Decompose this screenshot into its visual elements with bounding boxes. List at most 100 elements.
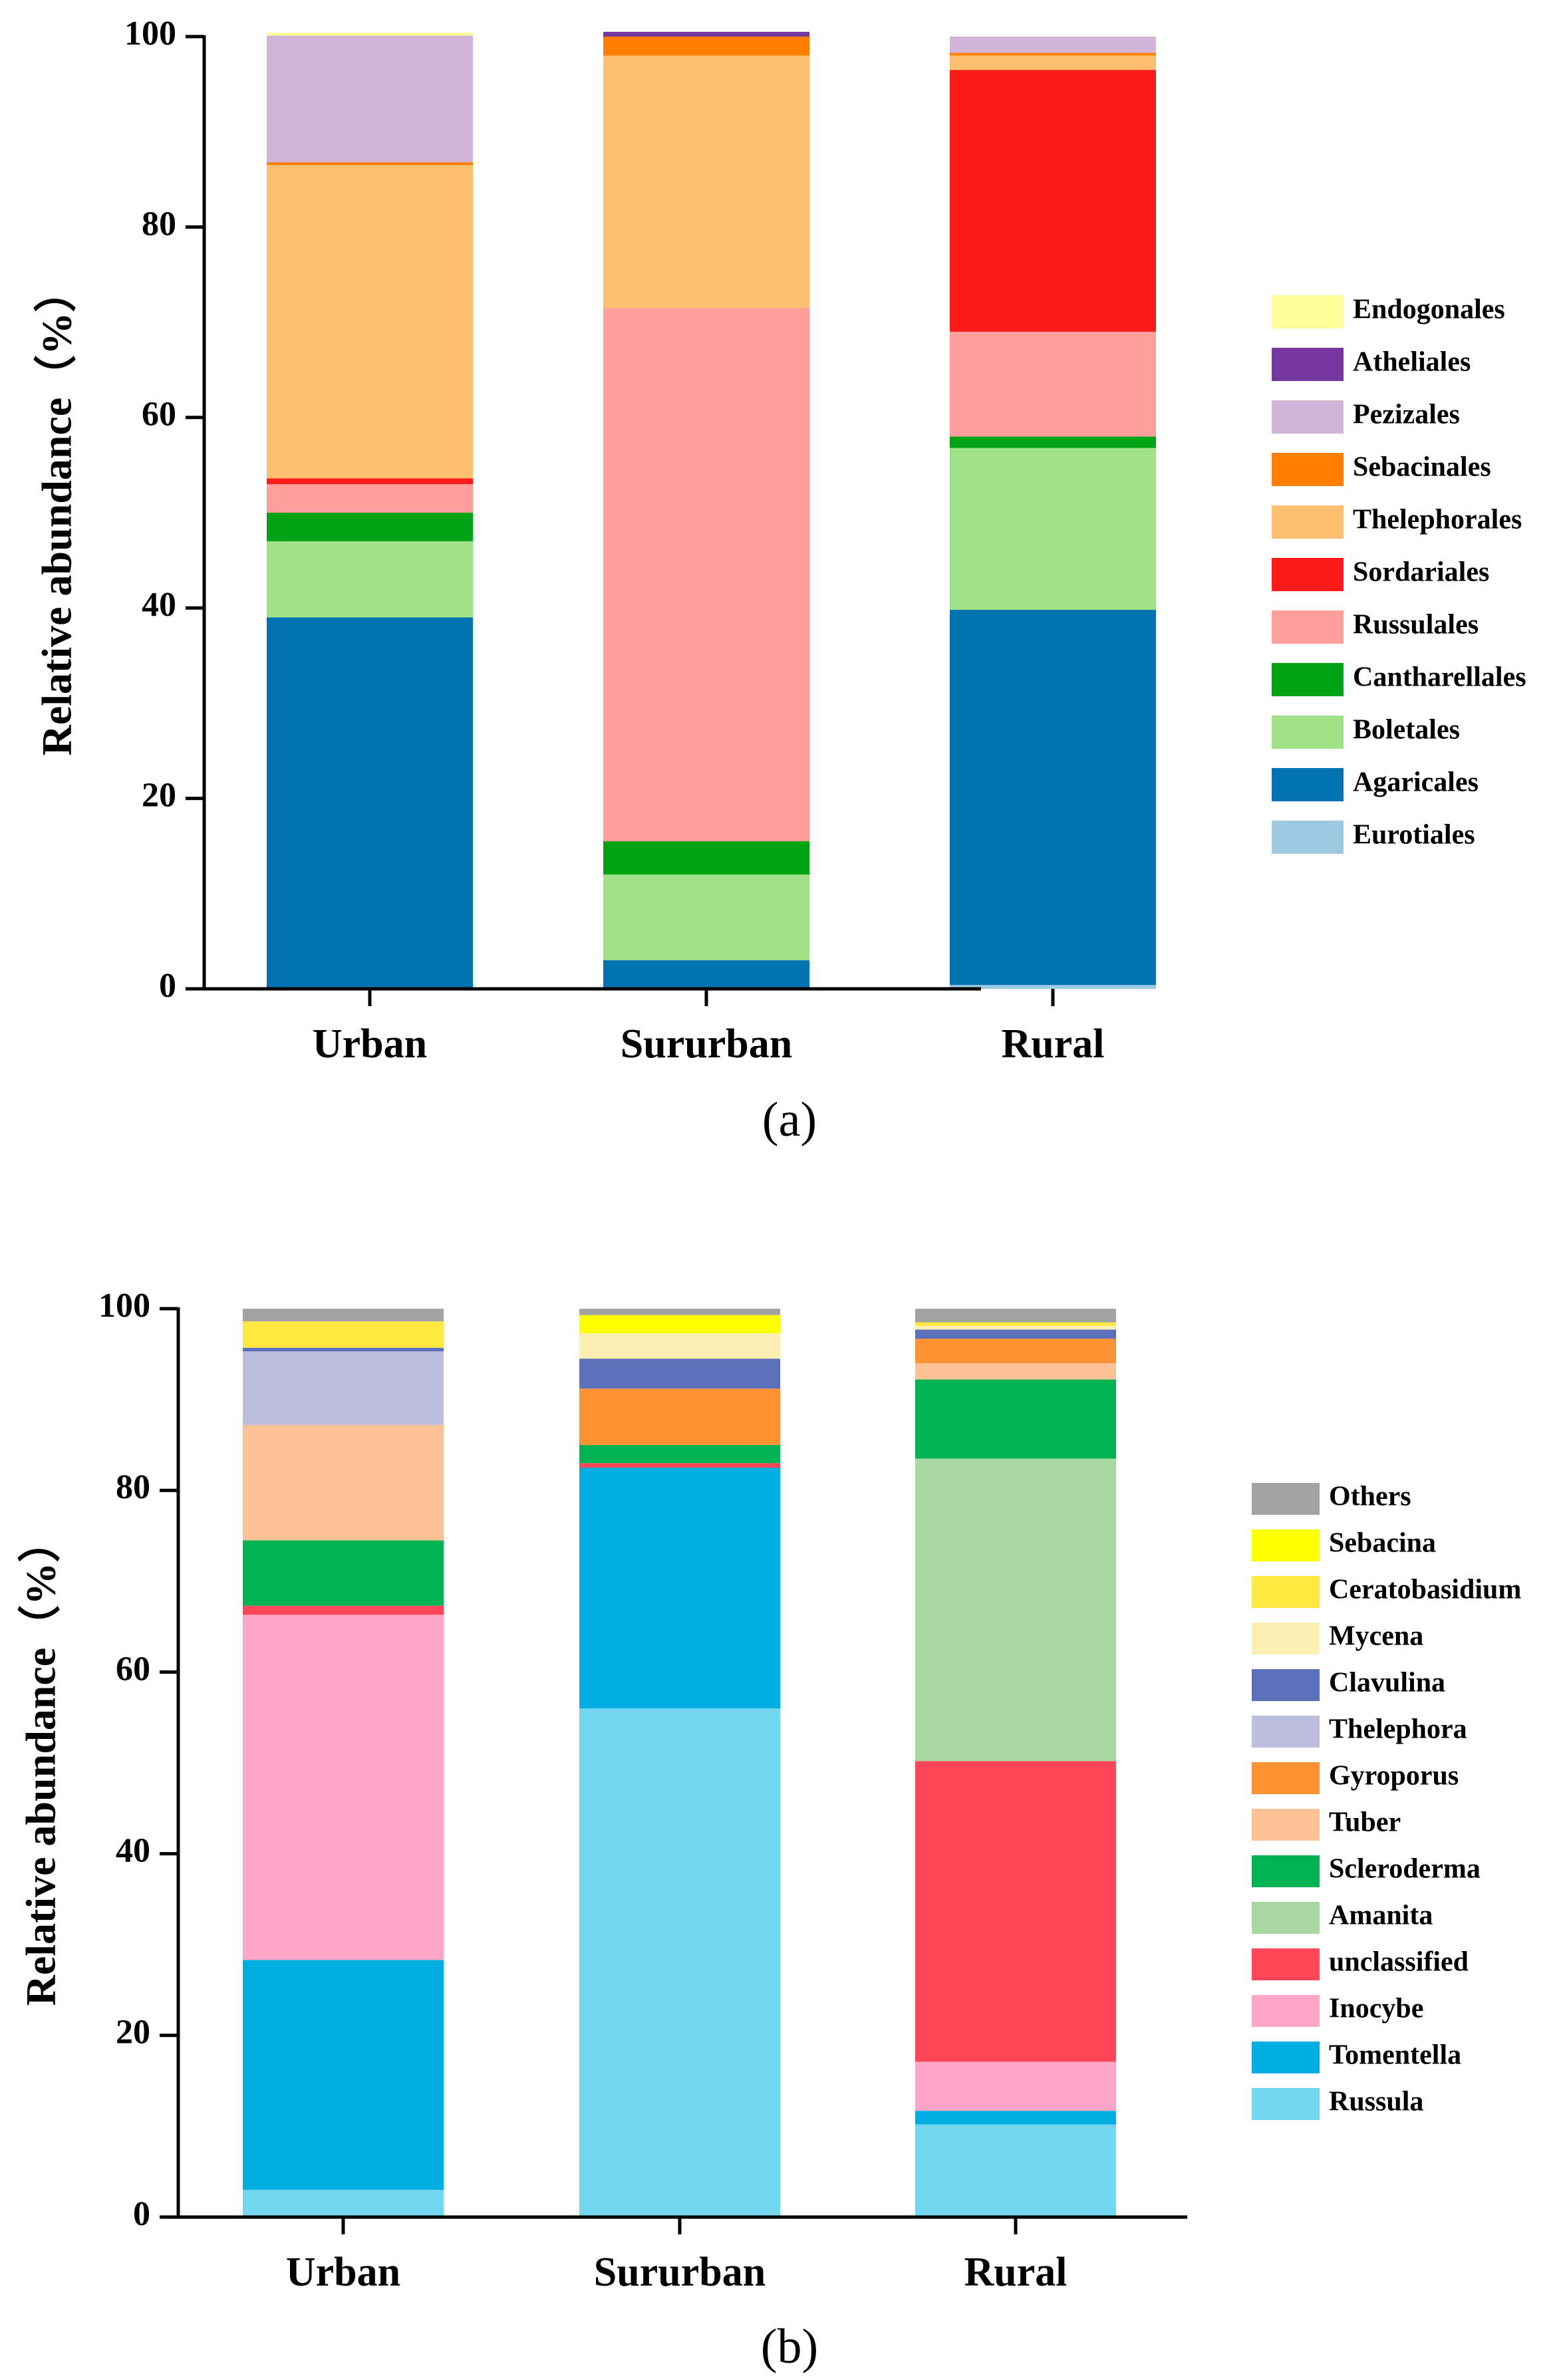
legend-item-eurotiales: Eurotiales xyxy=(1272,820,1475,854)
panel-label: (a) xyxy=(762,1093,817,1147)
legend-item-clavulina: Clavulina xyxy=(1252,1668,1445,1701)
bar-segment-scleroderma xyxy=(915,1379,1116,1459)
chart-panel-a: 0 20 40 60 80 100 Urban Sururban Rural Relative a… xyxy=(33,15,1526,1147)
legend-swatch xyxy=(1252,1809,1320,1841)
legend-label: Pezizales xyxy=(1353,400,1460,430)
bar-segment-thelephora xyxy=(243,1351,444,1425)
legend-label: Russulales xyxy=(1353,610,1479,640)
legend-swatch xyxy=(1272,400,1344,434)
bar-segment-scleroderma xyxy=(243,1540,444,1606)
bar-segment-tomentella xyxy=(243,1960,444,2190)
y-tick-label: 80 xyxy=(142,205,176,243)
legend-swatch xyxy=(1272,610,1344,644)
bar-segment-inocybe xyxy=(243,1615,444,1960)
bar-stack-urban xyxy=(243,1309,444,2217)
legend-label: Gyroporus xyxy=(1329,1761,1459,1791)
legend-label: Atheliales xyxy=(1353,347,1471,378)
bar-segment-russula xyxy=(579,1708,780,2217)
bar-segment-unclassified xyxy=(915,1761,1116,2062)
y-tick-label: 100 xyxy=(98,1287,150,1325)
bar-segment-sebacina xyxy=(579,1315,780,1333)
bar-segment-agaricales xyxy=(950,610,1156,986)
x-category-label: Sururban xyxy=(621,1021,792,1067)
bar-segment-sebacinales xyxy=(950,53,1156,56)
bar-segment-gyroporus xyxy=(915,1339,1116,1363)
x-category-label: Urban xyxy=(286,2250,400,2295)
legend-swatch xyxy=(1252,1669,1320,1701)
legend-label: Eurotiales xyxy=(1353,820,1475,851)
legend-item-tuber: Tuber xyxy=(1252,1807,1401,1841)
legend-label: Inocybe xyxy=(1329,1994,1423,2024)
legend-label: unclassified xyxy=(1329,1947,1469,1978)
legend-swatch xyxy=(1252,1902,1320,1934)
legend-label: Tomentella xyxy=(1329,2040,1461,2071)
legend-label: Thelephorales xyxy=(1353,505,1522,535)
legend-label: Mycena xyxy=(1329,1621,1423,1652)
legend-swatch xyxy=(1252,1623,1320,1654)
bar-segment-russula xyxy=(915,2124,1116,2217)
bar-segment-cantharellales xyxy=(950,436,1156,448)
legend-swatch xyxy=(1252,1948,1320,1980)
bar-segment-eurotiales xyxy=(950,985,1156,989)
legend-item-tomentella: Tomentella xyxy=(1252,2040,1461,2073)
bar-segment-clavulina xyxy=(243,1347,444,1352)
legend-item-scleroderma: Scleroderma xyxy=(1252,1854,1481,1887)
bar-stack-sururban xyxy=(603,31,809,989)
chart-panel-b: 0 20 40 60 80 100 Urban Sururban Rural Relative a… xyxy=(17,1287,1522,2374)
bar-segment-unclassified xyxy=(243,1605,444,1615)
y-tick-label: 40 xyxy=(116,1832,150,1870)
legend-item-endogonales: Endogonales xyxy=(1272,295,1505,329)
bar-segment-ceratobasidium xyxy=(243,1321,444,1348)
legend-swatch xyxy=(1252,1483,1320,1515)
legend-swatch xyxy=(1252,1762,1320,1794)
legend: Others Sebacina Ceratobasidium Mycena Clavul… xyxy=(1252,1482,1521,2120)
bar-segment-boletales xyxy=(950,448,1156,610)
x-category-label: Urban xyxy=(313,1021,427,1067)
x-category-label: Rural xyxy=(964,2250,1067,2295)
bar-segment-sordariales xyxy=(267,478,473,485)
bar-segment-tomentella xyxy=(579,1468,780,1709)
legend-label: Ceratobasidium xyxy=(1329,1575,1521,1605)
legend-item-russulales: Russulales xyxy=(1272,610,1479,644)
bar-stack-urban xyxy=(267,33,473,989)
legend-swatch xyxy=(1272,295,1344,329)
y-tick-label: 60 xyxy=(142,396,176,434)
y-tick-label: 0 xyxy=(133,2195,150,2233)
panel-label: (b) xyxy=(761,2319,818,2374)
bar-segment-sordariales xyxy=(950,70,1156,332)
legend-item-boletales: Boletales xyxy=(1272,715,1460,749)
bar-segment-atheliales xyxy=(603,31,809,37)
legend-label: Sordariales xyxy=(1353,557,1489,588)
bar-stack-rural xyxy=(915,1309,1116,2217)
y-tick-label: 80 xyxy=(116,1468,150,1506)
legend-swatch xyxy=(1272,348,1344,381)
y-axis-title: Relative abundance（%） xyxy=(17,1520,65,2006)
bar-segment-russulales xyxy=(603,308,809,842)
legend-label: Scleroderma xyxy=(1329,1854,1481,1885)
bar-segment-sebacinales xyxy=(603,37,809,56)
bar-segment-tuber xyxy=(915,1363,1116,1380)
bar-segment-ceratobasidium xyxy=(915,1322,1116,1326)
y-tick-label: 20 xyxy=(142,777,176,815)
legend-item-cantharellales: Cantharellales xyxy=(1272,662,1526,696)
legend-item-pezizales: Pezizales xyxy=(1272,400,1460,434)
legend-label: Boletales xyxy=(1353,715,1460,745)
legend-swatch xyxy=(1252,1855,1320,1887)
bar-segment-sebacinales xyxy=(267,162,473,166)
bar-segment-pezizales xyxy=(950,37,1156,53)
y-tick-label: 0 xyxy=(159,967,176,1005)
legend-label: Agaricales xyxy=(1353,767,1479,798)
bar-segment-endogonales xyxy=(267,33,473,36)
legend-label: Endogonales xyxy=(1353,295,1505,325)
bar-segment-boletales xyxy=(267,541,473,618)
y-tick-label: 40 xyxy=(142,586,176,624)
legend-swatch xyxy=(1272,453,1344,486)
legend-label: Tuber xyxy=(1329,1807,1401,1838)
legend-swatch xyxy=(1272,768,1344,801)
bar-segment-clavulina xyxy=(915,1329,1116,1339)
bar-segment-pezizales xyxy=(267,35,473,163)
legend-item-sebacinales: Sebacinales xyxy=(1272,452,1491,486)
legend-item-agaricales: Agaricales xyxy=(1272,767,1479,801)
legend-label: Russula xyxy=(1329,2087,1423,2117)
